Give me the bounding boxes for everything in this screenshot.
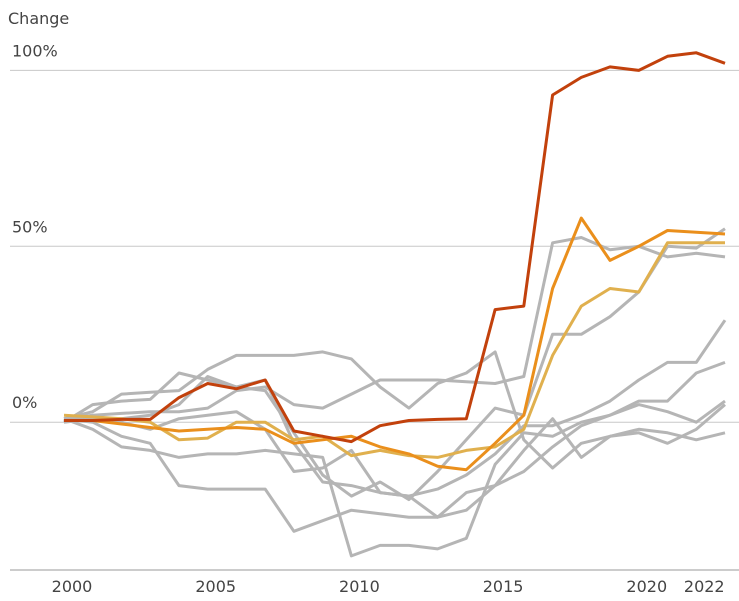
y-tick-label: 50%: [12, 217, 48, 236]
series-line: [63, 236, 726, 421]
y-tick-label: 100%: [12, 41, 58, 60]
series-line: [63, 360, 726, 558]
x-tick-label: 2020: [626, 577, 667, 596]
series-line: [63, 241, 725, 459]
x-tick-label: 2005: [195, 577, 236, 596]
x-tick-label: 2022: [684, 577, 725, 596]
x-tick-label: 2010: [339, 577, 380, 596]
series-line: [64, 216, 726, 472]
y-tick-label: 0%: [12, 393, 37, 412]
y-axis-label: Change: [8, 9, 69, 28]
series-line: [63, 375, 726, 519]
series-line: [63, 399, 726, 533]
series-line: [64, 51, 726, 444]
series-line: [63, 227, 726, 502]
x-tick-label: 2015: [483, 577, 524, 596]
x-tick-label: 2000: [52, 577, 93, 596]
